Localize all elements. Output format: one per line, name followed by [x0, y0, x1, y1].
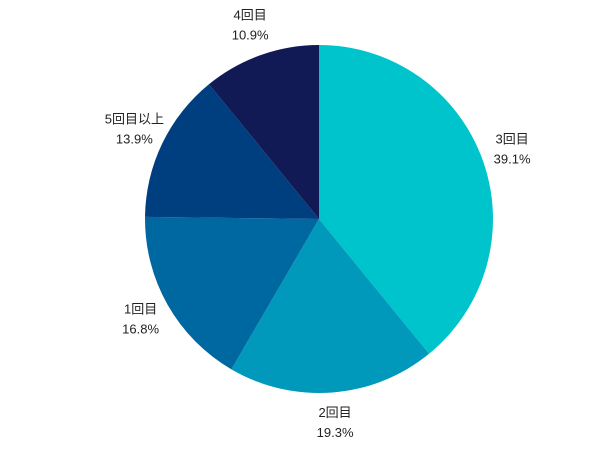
slice-label: 1回目: [124, 301, 157, 316]
pie-slice: [319, 45, 493, 354]
slice-label: 5回目以上: [105, 111, 164, 126]
slice-value-label: 39.1%: [494, 152, 531, 167]
slice-label: 2回目: [318, 405, 351, 420]
slice-label: 4回目: [234, 7, 267, 22]
pie-slice: [208, 45, 319, 219]
slice-label: 3回目: [495, 132, 528, 147]
slice-value-label: 13.9%: [116, 131, 153, 146]
slice-value-label: 16.8%: [122, 321, 159, 336]
slice-value-label: 19.3%: [317, 425, 354, 440]
pie-slice: [231, 219, 430, 393]
pie-slice: [145, 84, 319, 219]
slice-value-label: 10.9%: [232, 27, 269, 42]
pie-slice: [145, 216, 319, 370]
